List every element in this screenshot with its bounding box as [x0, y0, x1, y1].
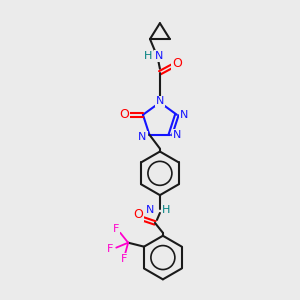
Text: N: N	[138, 132, 147, 142]
Text: H: H	[144, 51, 152, 61]
Text: F: F	[121, 254, 128, 263]
Text: N: N	[156, 97, 164, 106]
Text: O: O	[133, 208, 143, 221]
Text: O: O	[172, 57, 182, 70]
Text: O: O	[119, 108, 129, 121]
Text: N: N	[155, 51, 163, 61]
Text: N: N	[146, 205, 154, 215]
Text: F: F	[107, 244, 113, 254]
Text: N: N	[180, 110, 188, 120]
Text: F: F	[113, 224, 119, 234]
Text: H: H	[162, 205, 170, 215]
Text: N: N	[173, 130, 182, 140]
